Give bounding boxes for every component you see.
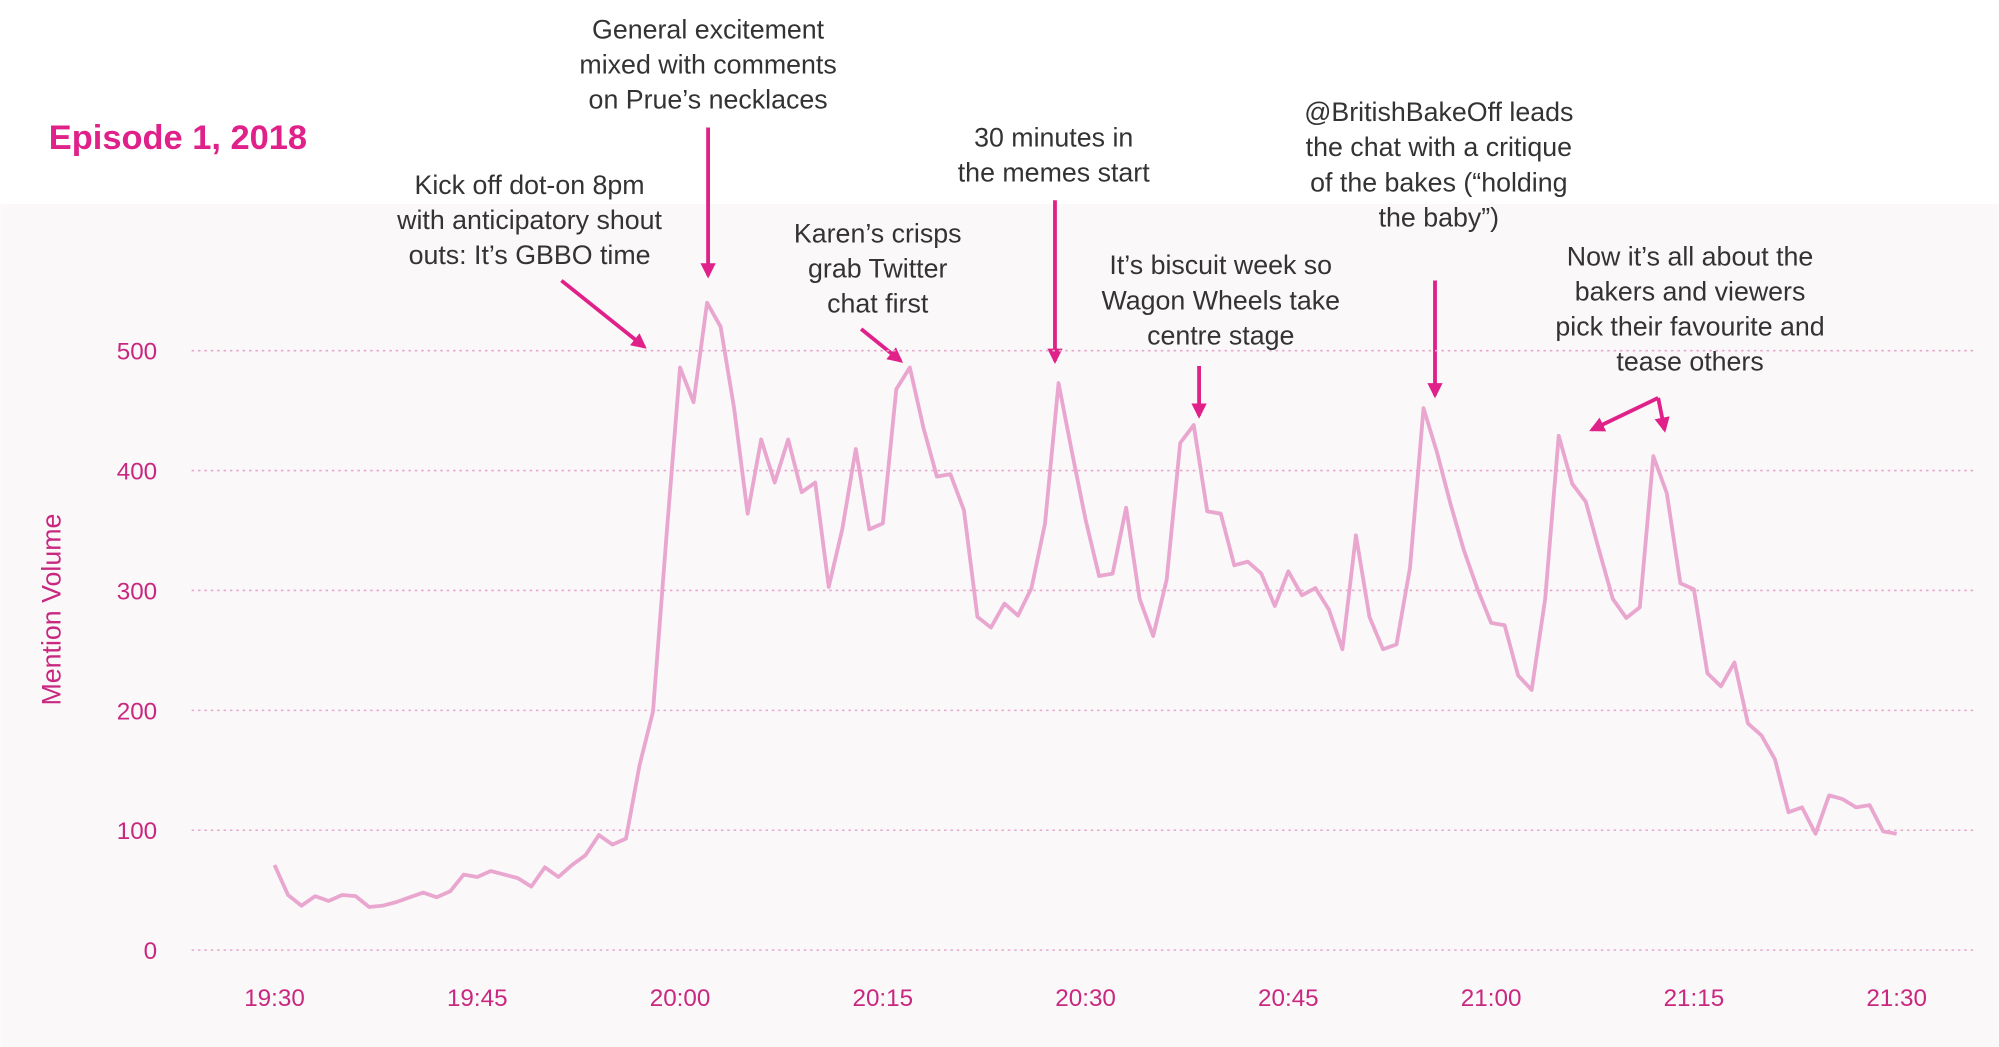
x-tick-label: 20:45	[1258, 985, 1319, 1012]
arrow	[859, 327, 904, 363]
arrow	[1589, 396, 1660, 432]
annotation: Karen’s crisps	[794, 218, 962, 248]
annotation: the baby”)	[1379, 202, 1500, 232]
annotation: the memes start	[958, 158, 1150, 188]
x-tick-label: 19:45	[447, 985, 508, 1012]
annotation: Wagon Wheels take	[1101, 285, 1340, 315]
y-tick-label: 300	[117, 578, 157, 605]
annotation: Kick off dot-on 8pm	[415, 170, 645, 200]
annotation: bakers and viewers	[1575, 276, 1806, 306]
annotation-arrows	[560, 127, 1670, 433]
annotation: 30 minutes in	[974, 123, 1133, 153]
annotation: of the bakes (“holding	[1310, 167, 1567, 197]
x-tick-label: 20:30	[1055, 985, 1116, 1012]
annotation: on Prue’s necklaces	[589, 84, 828, 114]
y-tick-label: 0	[144, 938, 157, 965]
annotation: It’s biscuit week so	[1109, 250, 1332, 280]
annotation: grab Twitter	[808, 253, 947, 283]
annotation: mixed with comments	[579, 49, 836, 79]
arrow	[560, 279, 647, 349]
annotation: outs: It’s GBBO time	[409, 240, 651, 270]
y-tick-label: 100	[117, 818, 157, 845]
y-tick-label: 200	[117, 698, 157, 725]
annotation: with anticipatory shout	[396, 205, 662, 235]
annotation: the chat with a critique	[1306, 132, 1572, 162]
annotation: centre stage	[1147, 320, 1294, 350]
y-axis-label: Mention Volume	[36, 514, 66, 706]
arrow	[1654, 397, 1670, 433]
annotation: chat first	[827, 288, 929, 318]
x-tick-label: 20:15	[853, 985, 914, 1012]
annotation: @BritishBakeOff leads	[1304, 97, 1573, 127]
y-tick-label: 400	[117, 459, 157, 486]
annotation: pick their favourite and	[1555, 311, 1824, 341]
annotation: Now it’s all about the	[1567, 241, 1813, 271]
annotation: General excitement	[592, 14, 825, 44]
x-tick-label: 19:30	[244, 985, 305, 1012]
y-tick-label: 500	[117, 339, 157, 366]
x-tick-label: 21:30	[1866, 985, 1927, 1012]
annotation: tease others	[1616, 346, 1763, 376]
x-tick-label: 21:00	[1461, 985, 1522, 1012]
plot-background	[0, 204, 1999, 1047]
x-tick-label: 21:15	[1664, 985, 1725, 1012]
data-line	[272, 300, 1897, 909]
x-tick-label: 20:00	[650, 985, 711, 1012]
chart-title: Episode 1, 2018	[49, 119, 307, 157]
